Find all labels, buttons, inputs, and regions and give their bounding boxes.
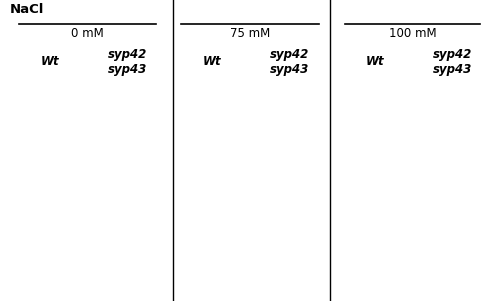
Text: syp42
syp43: syp42 syp43: [433, 48, 472, 76]
Text: 0 mM: 0 mM: [71, 26, 104, 40]
Text: Wt: Wt: [203, 55, 222, 68]
Text: 2 cm: 2 cm: [15, 254, 45, 264]
Text: syp42
syp43: syp42 syp43: [108, 48, 147, 76]
Text: Wt: Wt: [40, 55, 60, 68]
Text: 75 mM: 75 mM: [230, 26, 270, 40]
Text: NaCl: NaCl: [10, 3, 44, 16]
Text: Wt: Wt: [366, 55, 384, 68]
Text: syp42
syp43: syp42 syp43: [270, 48, 310, 76]
Text: 8 DAG: 8 DAG: [446, 278, 485, 288]
Text: 100 mM: 100 mM: [388, 26, 436, 40]
